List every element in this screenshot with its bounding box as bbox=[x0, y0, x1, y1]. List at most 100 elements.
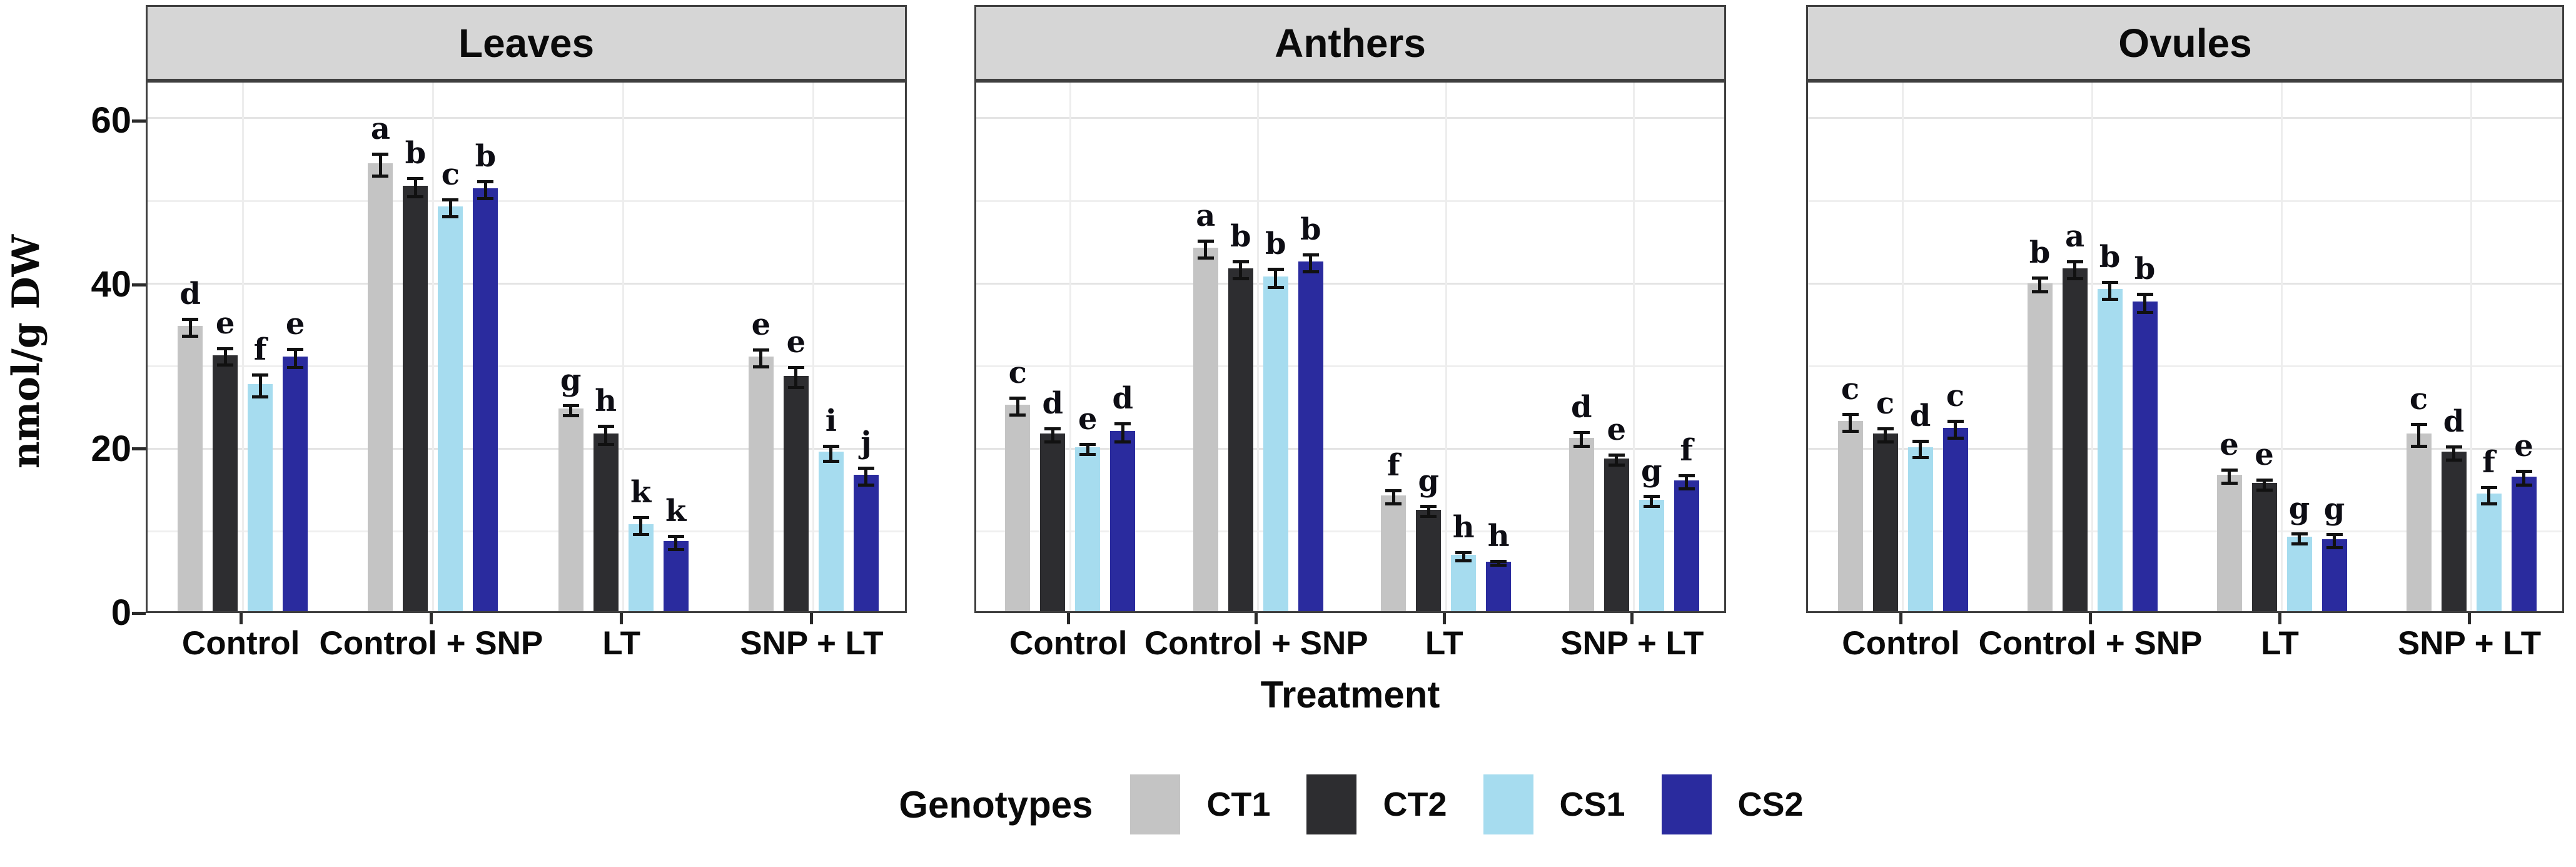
gridline bbox=[1633, 83, 1635, 611]
significance-letter: d bbox=[1909, 398, 1931, 434]
error-bar bbox=[1079, 442, 1096, 457]
significance-letter: f bbox=[2482, 444, 2495, 480]
gridline bbox=[2091, 83, 2093, 611]
bar-ct1-lt bbox=[2216, 475, 2242, 611]
gridline bbox=[148, 365, 905, 367]
error-bar bbox=[787, 366, 804, 390]
error-bar bbox=[442, 198, 459, 218]
significance-letter: b bbox=[1265, 226, 1286, 261]
error-bar bbox=[1420, 504, 1437, 519]
bar-ct2-control bbox=[1040, 434, 1066, 611]
significance-letter: g bbox=[2288, 490, 2310, 526]
significance-letter: g bbox=[2323, 491, 2345, 527]
gridline bbox=[148, 282, 905, 285]
y-tick-label-40: 40 bbox=[91, 264, 131, 305]
x-tick-mark bbox=[1630, 613, 1634, 624]
error-bar bbox=[1947, 419, 1964, 440]
significance-letter: b bbox=[1300, 212, 1321, 248]
bar-cs2-control bbox=[283, 357, 308, 611]
gridline bbox=[148, 530, 905, 532]
gridline bbox=[1808, 200, 2562, 202]
error-bar bbox=[372, 153, 389, 178]
gridline bbox=[148, 447, 905, 450]
legend-label-ct1: CT1 bbox=[1206, 786, 1271, 823]
significance-letter: c bbox=[1008, 355, 1027, 390]
y-tick-label-60: 60 bbox=[91, 100, 131, 141]
gridline bbox=[432, 83, 434, 611]
error-bar bbox=[2480, 485, 2497, 506]
y-tick-mark bbox=[132, 119, 146, 123]
significance-letter: b bbox=[1230, 218, 1251, 254]
significance-letter: e bbox=[1607, 412, 1627, 448]
bar-ct1-control-snp bbox=[2027, 283, 2053, 611]
bar-ct1-snp-lt bbox=[1568, 437, 1594, 611]
significance-letter: h bbox=[595, 383, 617, 418]
significance-letter: f bbox=[1386, 447, 1400, 483]
gridline bbox=[812, 83, 815, 611]
bar-ct2-control-snp bbox=[2062, 268, 2088, 611]
error-bar bbox=[1877, 427, 1894, 444]
significance-letter: a bbox=[370, 111, 390, 147]
error-bar bbox=[1842, 413, 1859, 434]
gridline bbox=[976, 282, 1724, 285]
x-tick-mark bbox=[2089, 613, 2092, 624]
bar-ct1-snp-lt bbox=[748, 357, 774, 611]
bar-ct1-control bbox=[178, 326, 203, 611]
significance-letter: e bbox=[1078, 401, 1098, 437]
significance-letter: f bbox=[1680, 433, 1694, 469]
error-bar bbox=[1455, 550, 1472, 563]
error-bar bbox=[252, 373, 269, 398]
y-axis-title: nmol/g DW bbox=[4, 234, 48, 469]
bar-cs2-control-snp bbox=[1298, 261, 1323, 611]
significance-letter: h bbox=[1487, 519, 1510, 554]
x-tick-mark bbox=[1255, 613, 1258, 624]
error-bar bbox=[182, 318, 199, 338]
bar-cs1-control bbox=[1075, 447, 1101, 611]
error-bar bbox=[2256, 478, 2273, 492]
significance-letter: b bbox=[475, 138, 497, 174]
significance-letter: k bbox=[630, 475, 652, 510]
bar-cs2-snp-lt bbox=[2511, 476, 2537, 611]
significance-letter: b bbox=[2134, 251, 2156, 286]
gridline bbox=[1808, 447, 2562, 450]
error-bar bbox=[2445, 445, 2462, 462]
error-bar bbox=[407, 176, 424, 198]
gridline bbox=[1808, 117, 2562, 119]
gridline bbox=[148, 117, 905, 119]
error-bar bbox=[477, 180, 494, 200]
legend-item-ct1: CT1 bbox=[1130, 774, 1270, 834]
bar-cs1-snp-lt bbox=[1639, 499, 1664, 611]
significance-letter: e bbox=[786, 325, 806, 360]
bar-cs2-lt bbox=[663, 540, 689, 611]
bar-cs1-control bbox=[1907, 447, 1933, 611]
panel-title: Ovules bbox=[1806, 5, 2564, 83]
significance-letter: c bbox=[2409, 382, 2428, 417]
gridline bbox=[976, 200, 1724, 202]
error-bar bbox=[2410, 423, 2427, 448]
legend-swatch-ct1 bbox=[1130, 774, 1181, 834]
x-tick-mark bbox=[2468, 613, 2471, 624]
legend: Genotypes CT1 CT2 CS1 CS2 bbox=[0, 774, 2576, 834]
gridline bbox=[1808, 530, 2562, 532]
bar-ct2-snp-lt bbox=[1604, 458, 1629, 611]
bar-ct1-lt bbox=[558, 408, 583, 611]
bar-ct1-control-snp bbox=[1193, 247, 1218, 611]
y-tick-mark bbox=[132, 283, 146, 286]
error-bar bbox=[2101, 281, 2118, 301]
error-bar bbox=[857, 467, 874, 487]
bar-ct1-snp-lt bbox=[2406, 434, 2432, 611]
x-tick-mark bbox=[810, 613, 814, 624]
significance-letter: k bbox=[665, 493, 687, 529]
bar-cs2-snp-lt bbox=[1674, 480, 1699, 611]
error-bar bbox=[1573, 431, 1590, 448]
error-bar bbox=[752, 348, 769, 368]
legend-label-cs2: CS2 bbox=[1737, 786, 1804, 823]
y-tick-label-0: 0 bbox=[111, 592, 131, 633]
error-bar bbox=[1009, 396, 1026, 417]
significance-letter: e bbox=[215, 305, 235, 341]
significance-letter: e bbox=[2255, 437, 2274, 472]
y-tick-label-20: 20 bbox=[91, 428, 131, 469]
gridline bbox=[1808, 282, 2562, 285]
